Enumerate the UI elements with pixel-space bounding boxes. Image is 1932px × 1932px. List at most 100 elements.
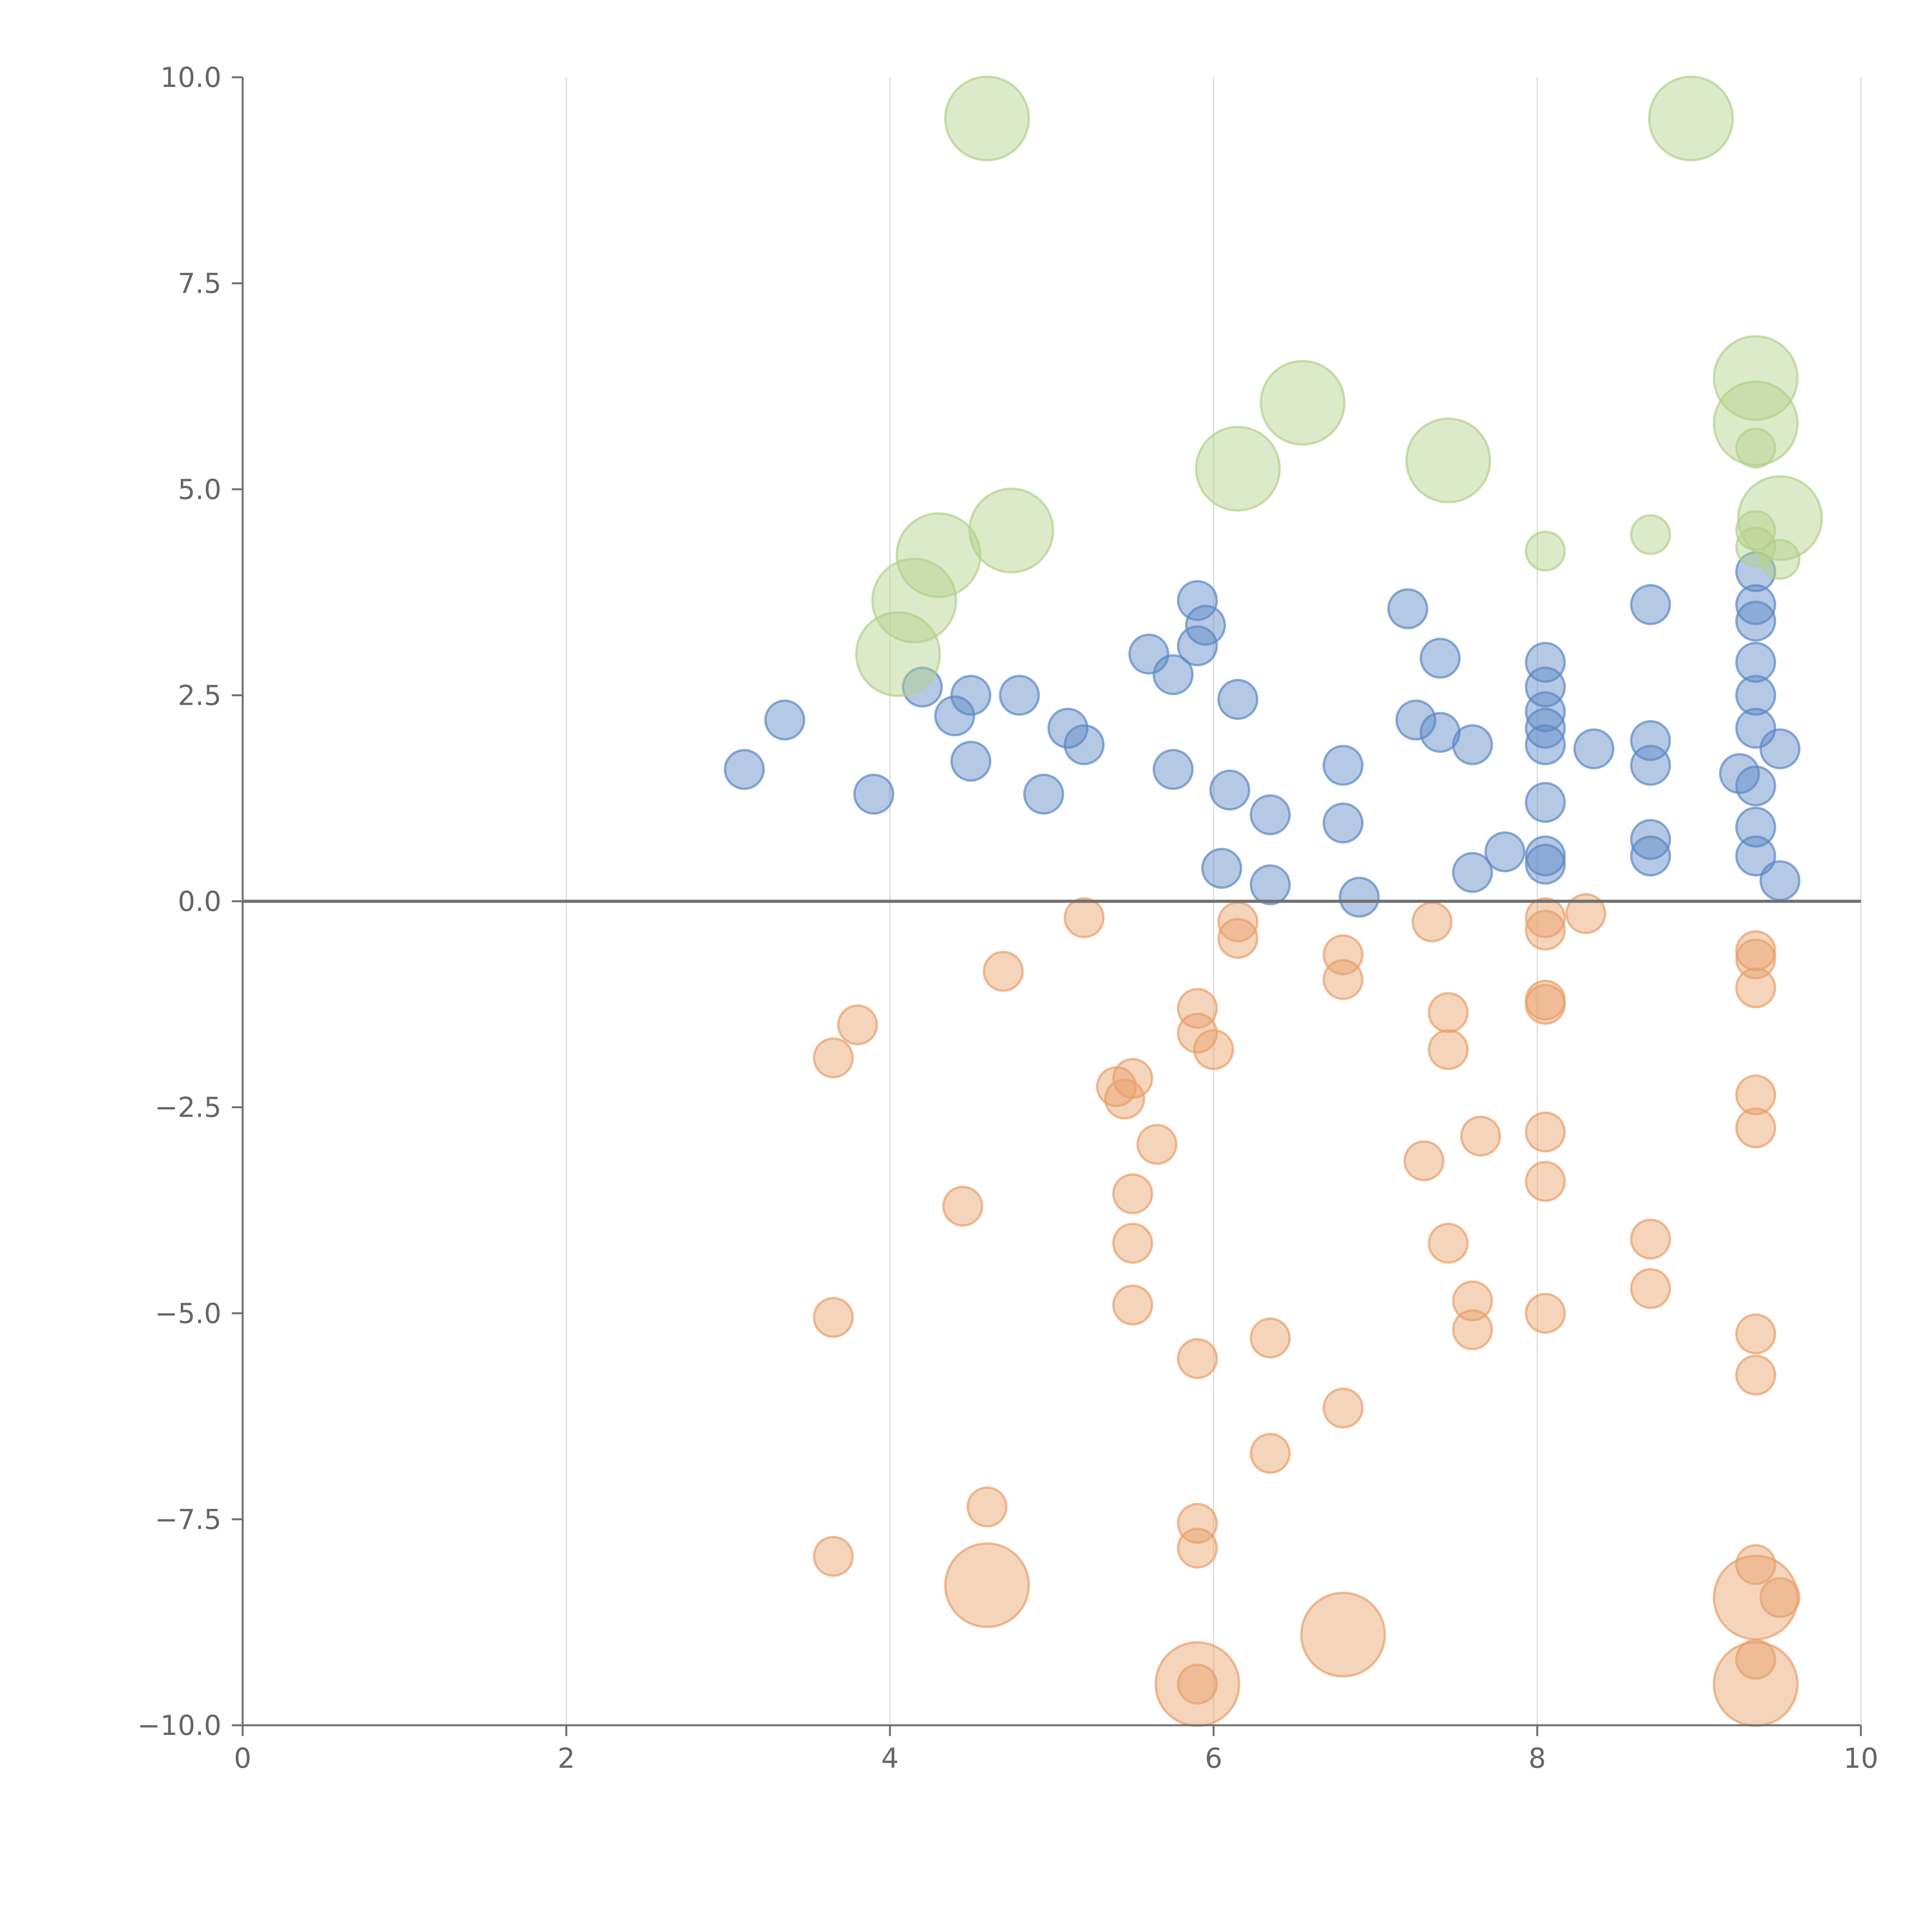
data-point-s1-37 [1525, 910, 1566, 951]
data-point-s0-48 [1735, 584, 1776, 625]
data-point-s1-48 [1735, 967, 1776, 1009]
data-point-s0-33 [1525, 667, 1566, 708]
data-point-s0-41 [1630, 584, 1671, 625]
y-tick-label-4: 0.0 [178, 886, 221, 918]
data-point-s0-26 [1395, 699, 1437, 741]
data-point-s0-29 [1452, 724, 1493, 765]
y-tick-label-8: −10.0 [137, 1709, 221, 1742]
data-point-s1-15 [1177, 988, 1218, 1029]
data-point-s0-15 [1185, 605, 1226, 646]
y-tick-label-0: 10.0 [160, 61, 221, 94]
data-point-s0-24 [1338, 876, 1380, 918]
data-point-s1-10 [1104, 1078, 1145, 1120]
data-point-s1-31 [1428, 1029, 1469, 1070]
data-point-s1-53 [1735, 1544, 1776, 1585]
data-point-s3-5 [1195, 425, 1281, 512]
data-point-s2-1 [1630, 514, 1671, 555]
data-point-s0-18 [1209, 769, 1250, 811]
data-point-s4-4 [1713, 1641, 1799, 1727]
data-point-s1-18 [1177, 1338, 1218, 1379]
data-point-s3-2 [895, 512, 981, 598]
x-tick-label-0: 0 [234, 1742, 251, 1774]
data-point-s0-49 [1735, 600, 1776, 642]
data-point-s1-41 [1525, 1161, 1566, 1202]
data-point-s0-6 [950, 740, 992, 782]
data-point-s0-36 [1525, 724, 1566, 765]
data-point-s1-51 [1735, 1313, 1776, 1355]
data-point-s0-50 [1735, 642, 1776, 683]
data-point-s1-3 [813, 1536, 854, 1577]
data-points [724, 75, 1823, 1727]
data-point-s1-28 [1412, 901, 1453, 942]
data-point-s0-1 [764, 699, 805, 741]
data-point-s0-42 [1630, 720, 1671, 761]
data-point-s0-27 [1420, 638, 1461, 679]
data-point-s0-8 [1023, 774, 1065, 815]
data-point-s0-30 [1452, 852, 1493, 893]
data-point-s1-45 [1630, 1268, 1671, 1309]
data-point-s1-5 [966, 1486, 1008, 1527]
data-point-s0-57 [1759, 860, 1801, 901]
data-point-s1-17 [1193, 1029, 1234, 1070]
data-point-s0-14 [1177, 580, 1218, 621]
data-point-s0-23 [1322, 802, 1364, 844]
y-tick-label-7: −7.5 [155, 1503, 221, 1536]
data-point-s1-7 [1063, 897, 1105, 939]
data-point-s1-22 [1217, 918, 1259, 959]
data-point-s0-13 [1153, 749, 1194, 790]
data-point-s4-2 [1300, 1592, 1386, 1678]
data-point-s0-10 [1063, 724, 1105, 765]
data-point-s0-0 [724, 749, 765, 790]
x-tick-label-2: 4 [881, 1742, 899, 1774]
x-tick-label-1: 2 [558, 1742, 575, 1774]
data-point-s1-20 [1177, 1527, 1218, 1569]
data-point-s0-32 [1525, 642, 1566, 683]
data-point-s1-9 [1112, 1058, 1153, 1099]
data-point-s0-44 [1630, 819, 1671, 860]
data-point-s3-4 [944, 75, 1030, 162]
data-point-s0-25 [1387, 588, 1429, 629]
data-point-s0-12 [1153, 654, 1194, 696]
data-point-s0-28 [1420, 712, 1461, 753]
data-point-s1-2 [813, 1297, 854, 1338]
data-point-s3-7 [1405, 417, 1492, 503]
data-point-s4-3 [1713, 1554, 1799, 1641]
y-tick-label-6: −5.0 [155, 1298, 221, 1330]
data-point-s1-44 [1630, 1218, 1671, 1260]
data-point-s1-40 [1525, 1111, 1566, 1153]
data-point-s0-37 [1525, 782, 1566, 823]
data-point-s1-27 [1322, 1387, 1364, 1429]
data-point-s1-55 [1759, 1577, 1801, 1618]
data-point-s0-22 [1322, 745, 1364, 786]
data-point-s1-1 [837, 1004, 878, 1046]
data-point-s1-11 [1136, 1124, 1178, 1165]
data-point-s1-39 [1525, 984, 1566, 1025]
data-point-s0-54 [1735, 806, 1776, 848]
data-point-s0-20 [1250, 794, 1291, 835]
data-point-s0-9 [1047, 707, 1088, 749]
data-point-s0-4 [934, 695, 975, 736]
data-point-s0-35 [1525, 707, 1566, 749]
data-point-s1-49 [1735, 1074, 1776, 1116]
data-point-s1-6 [983, 951, 1024, 992]
data-point-s0-7 [999, 675, 1040, 716]
y-tick-label-5: −2.5 [155, 1092, 221, 1124]
data-point-s1-56 [1177, 1663, 1218, 1705]
data-point-s0-19 [1201, 848, 1242, 889]
x-tick-label-4: 8 [1529, 1742, 1546, 1774]
data-point-s2-4 [1735, 427, 1776, 469]
data-point-s0-55 [1735, 835, 1776, 877]
data-point-s1-50 [1735, 1107, 1776, 1148]
data-point-s0-56 [1759, 728, 1801, 769]
data-point-s0-43 [1630, 745, 1671, 786]
data-point-s0-40 [1573, 728, 1614, 769]
data-point-s1-32 [1428, 1223, 1469, 1264]
data-point-s1-12 [1112, 1173, 1153, 1214]
data-point-s1-23 [1250, 1317, 1291, 1359]
data-point-s0-17 [1217, 679, 1259, 720]
data-point-s3-1 [871, 558, 957, 644]
data-point-s1-14 [1112, 1284, 1153, 1326]
data-point-s1-13 [1112, 1223, 1153, 1264]
data-point-s3-8 [1648, 75, 1734, 162]
data-point-s3-10 [1713, 380, 1799, 466]
